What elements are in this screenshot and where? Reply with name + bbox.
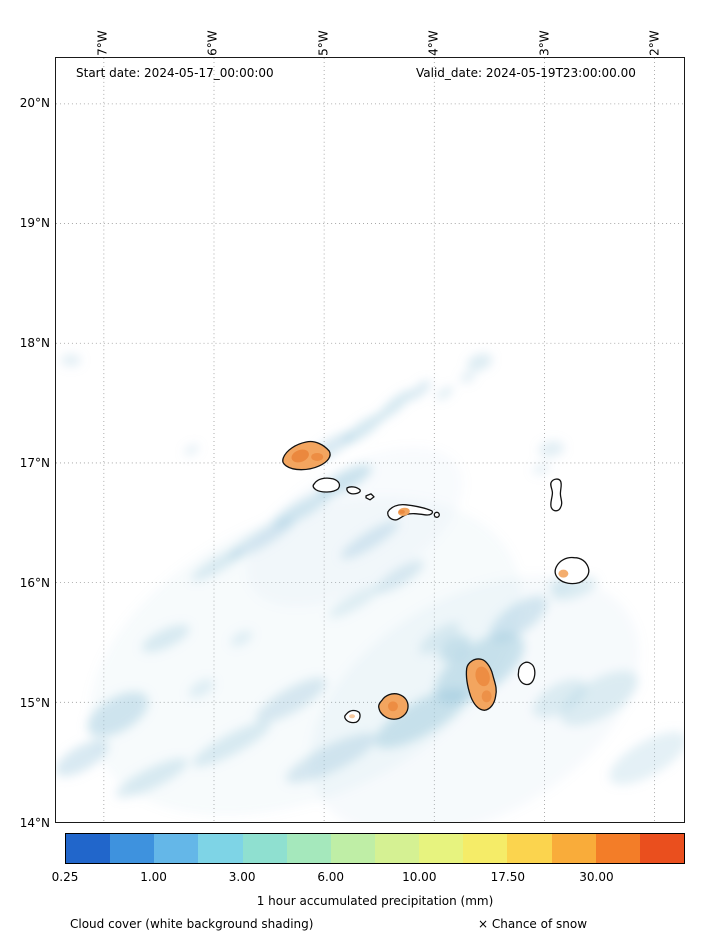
island-outline bbox=[312, 477, 341, 493]
island-outline bbox=[550, 478, 563, 512]
colorbar-tick-labels: 0.25 1.00 3.00 6.00 10.00 17.50 30.00 bbox=[52, 870, 685, 886]
colorbar-segment bbox=[154, 834, 199, 863]
colorbar-tick: 3.00 bbox=[228, 870, 256, 884]
valid-date-label: Valid_date: 2024-05-19T23:00:00.00 bbox=[416, 66, 636, 80]
x-tick-label: 22°W bbox=[647, 30, 662, 64]
island-outline bbox=[346, 486, 361, 495]
colorbar-segment bbox=[463, 834, 508, 863]
island-outline bbox=[465, 658, 497, 711]
colorbar-segment bbox=[551, 834, 596, 863]
y-tick-label: 19°N bbox=[19, 216, 50, 230]
map-plot-area: Start date: 2024-05-17_00:00:00 Valid_da… bbox=[55, 57, 685, 823]
y-tick-label: 15°N bbox=[19, 696, 50, 710]
colorbar-label: 1 hour accumulated precipitation (mm) bbox=[256, 894, 494, 908]
colorbar-segment bbox=[242, 834, 287, 863]
island-outline bbox=[344, 709, 361, 724]
x-tick-label: 26°W bbox=[205, 30, 220, 64]
island-outline bbox=[433, 511, 440, 518]
island-outline bbox=[282, 440, 331, 471]
colorbar-tick: 30.00 bbox=[579, 870, 614, 884]
x-tick-label: 25°W bbox=[316, 30, 331, 64]
island-outline bbox=[387, 503, 434, 521]
island-outline bbox=[517, 661, 536, 686]
map-canvas bbox=[56, 58, 684, 822]
colorbar-segment bbox=[110, 834, 155, 863]
colorbar-segment bbox=[595, 834, 640, 863]
colorbar-tick: 10.00 bbox=[402, 870, 437, 884]
colorbar-segment bbox=[286, 834, 331, 863]
island-outline bbox=[378, 693, 409, 720]
legend-chance-of-snow: × Chance of snow bbox=[478, 917, 588, 931]
y-tick-label: 18°N bbox=[19, 336, 50, 350]
island-outline bbox=[554, 556, 590, 585]
x-tick-label: 27°W bbox=[95, 30, 110, 64]
colorbar-tick: 17.50 bbox=[490, 870, 526, 884]
island-outlines bbox=[282, 440, 590, 724]
x-tick-label: 23°W bbox=[537, 30, 552, 64]
colorbar-tick: 1.00 bbox=[140, 870, 167, 884]
y-tick-label: 16°N bbox=[19, 576, 50, 590]
colorbar-tick: 6.00 bbox=[317, 870, 345, 884]
colorbar-segment bbox=[419, 834, 464, 863]
island-outline bbox=[365, 493, 375, 501]
cloud-shading-layer bbox=[56, 353, 684, 822]
start-date-label: Start date: 2024-05-17_00:00:00 bbox=[76, 66, 274, 80]
colorbar-segment bbox=[66, 834, 111, 863]
colorbar-segment bbox=[507, 834, 552, 863]
y-tick-label: 14°N bbox=[19, 816, 50, 830]
colorbar-segment bbox=[330, 834, 375, 863]
y-tick-label: 20°N bbox=[19, 96, 50, 110]
x-tick-label: 24°W bbox=[426, 30, 441, 64]
legend-cloud-cover: Cloud cover (white background shading) bbox=[70, 917, 314, 931]
colorbar-segment bbox=[374, 834, 420, 863]
y-tick-label: 17°N bbox=[19, 456, 50, 470]
colorbar-tick: 0.25 bbox=[51, 870, 79, 884]
colorbar-segment bbox=[198, 834, 243, 863]
colorbar bbox=[65, 833, 685, 864]
colorbar-segment bbox=[639, 834, 684, 863]
